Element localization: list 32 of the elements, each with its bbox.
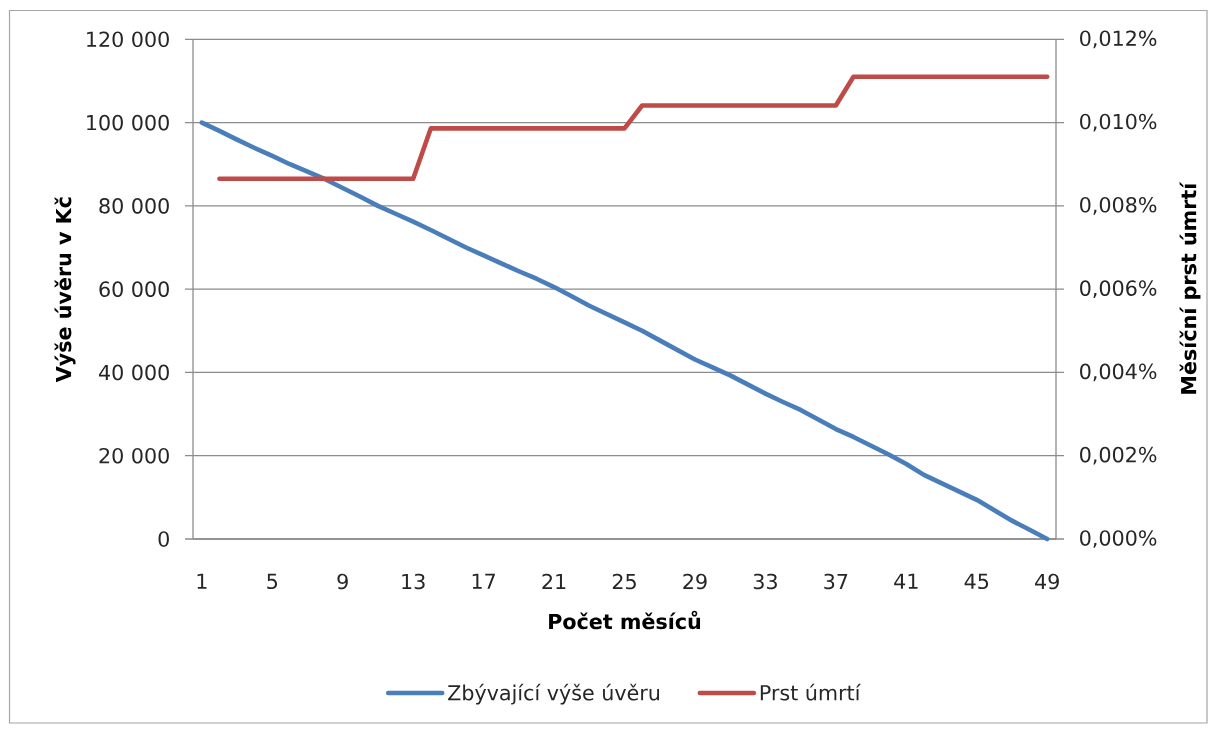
x-tick-label: 9 (337, 573, 348, 590)
y2-tick-label: 0,000% (1080, 530, 1157, 548)
x-tick-label: 17 (472, 573, 495, 589)
y-tick-label: 0 (158, 531, 169, 547)
x-tick-label: 1 (197, 573, 207, 589)
y2-tick-label: 0,006% (1080, 280, 1157, 299)
x-tick-label: 29 (683, 573, 707, 590)
x-tick-label: 13 (402, 573, 425, 590)
y-axis-title: Výše úvěru v Kč (54, 197, 76, 383)
y2-tick-label: 0,002% (1080, 446, 1157, 465)
y-tick-label: 40 000 (98, 364, 169, 381)
x-tick-label: 45 (964, 573, 989, 590)
y-tick-label: 60 000 (99, 281, 169, 297)
y2-tick-label: 0,004% (1080, 363, 1157, 382)
x-tick-label: 33 (753, 573, 777, 590)
y2-tick-label: 0,008% (1080, 197, 1157, 215)
x-tick-label: 5 (267, 573, 278, 590)
y2-tick-label: 0,010% (1080, 113, 1157, 132)
legend-label: Zbývající výše úvěru (448, 683, 660, 705)
x-tick-label: 21 (542, 573, 566, 590)
y2-tick-label: 0,012% (1080, 30, 1157, 49)
y-tick-label: 100 000 (87, 114, 169, 131)
y-tick-label: 80 000 (99, 198, 169, 214)
x-tick-label: 49 (1035, 573, 1059, 590)
legend-label: Prst úmrtí (760, 683, 861, 701)
x-axis-title: Počet měsíců (549, 610, 701, 630)
y-tick-label: 120 000 (87, 31, 169, 48)
x-tick-label: 37 (824, 573, 848, 590)
y-tick-label: 20 000 (99, 447, 169, 464)
x-tick-label: 25 (612, 573, 636, 590)
x-tick-label: 41 (894, 573, 918, 589)
y2-axis-title: Měsíční prst úmrtí (1179, 181, 1201, 394)
